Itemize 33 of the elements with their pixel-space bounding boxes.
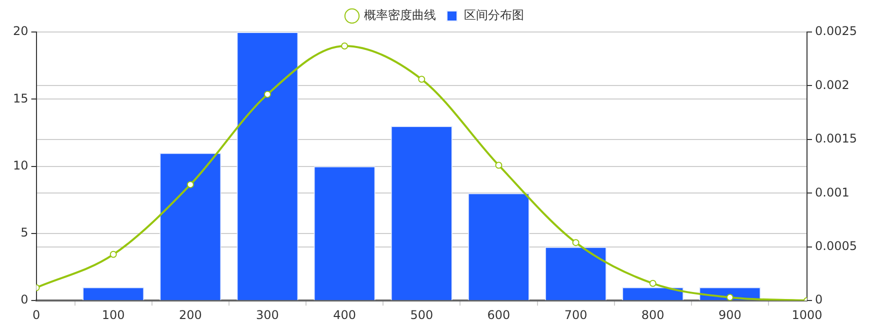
x-tick-label: 0 xyxy=(32,308,40,322)
point xyxy=(341,42,348,50)
point xyxy=(649,280,656,287)
y2-tick-label: 0.0005 xyxy=(815,239,858,254)
x-tick-label: 900 xyxy=(718,308,742,322)
point xyxy=(186,181,194,188)
x-tick-label: 700 xyxy=(564,308,588,322)
point xyxy=(110,250,117,258)
point xyxy=(726,294,734,301)
y2-tick-label: 0.001 xyxy=(815,185,850,200)
point xyxy=(264,90,271,98)
x-tick-label: 300 xyxy=(256,308,279,322)
x-tick-label: 600 xyxy=(487,308,510,322)
y2-tick-label: 0.0025 xyxy=(815,24,858,38)
y-tick-label: 20 xyxy=(12,24,28,38)
point xyxy=(572,239,580,246)
y2-tick-label: 0.0015 xyxy=(815,132,858,146)
y-tick-label: 0 xyxy=(20,292,28,307)
x-tick-label: 500 xyxy=(410,308,434,322)
y2-tick-label: 0.002 xyxy=(815,78,850,92)
y-tick-label: 5 xyxy=(20,226,28,240)
point xyxy=(495,162,502,169)
x-tick-label: 100 xyxy=(102,308,125,322)
legend-label: 区间分布图 xyxy=(464,8,524,22)
x-tick-label: 400 xyxy=(333,308,356,322)
y-tick-label: 10 xyxy=(12,158,28,172)
y-tick-label: 15 xyxy=(12,91,28,106)
legend-label: 概率密度曲线 xyxy=(364,8,436,22)
y2-tick-label: 0 xyxy=(815,292,823,307)
point xyxy=(418,76,426,83)
x-tick-label: 200 xyxy=(178,308,202,322)
x-tick-label: 800 xyxy=(641,308,664,322)
x-tick-label: 1000 xyxy=(792,308,822,322)
